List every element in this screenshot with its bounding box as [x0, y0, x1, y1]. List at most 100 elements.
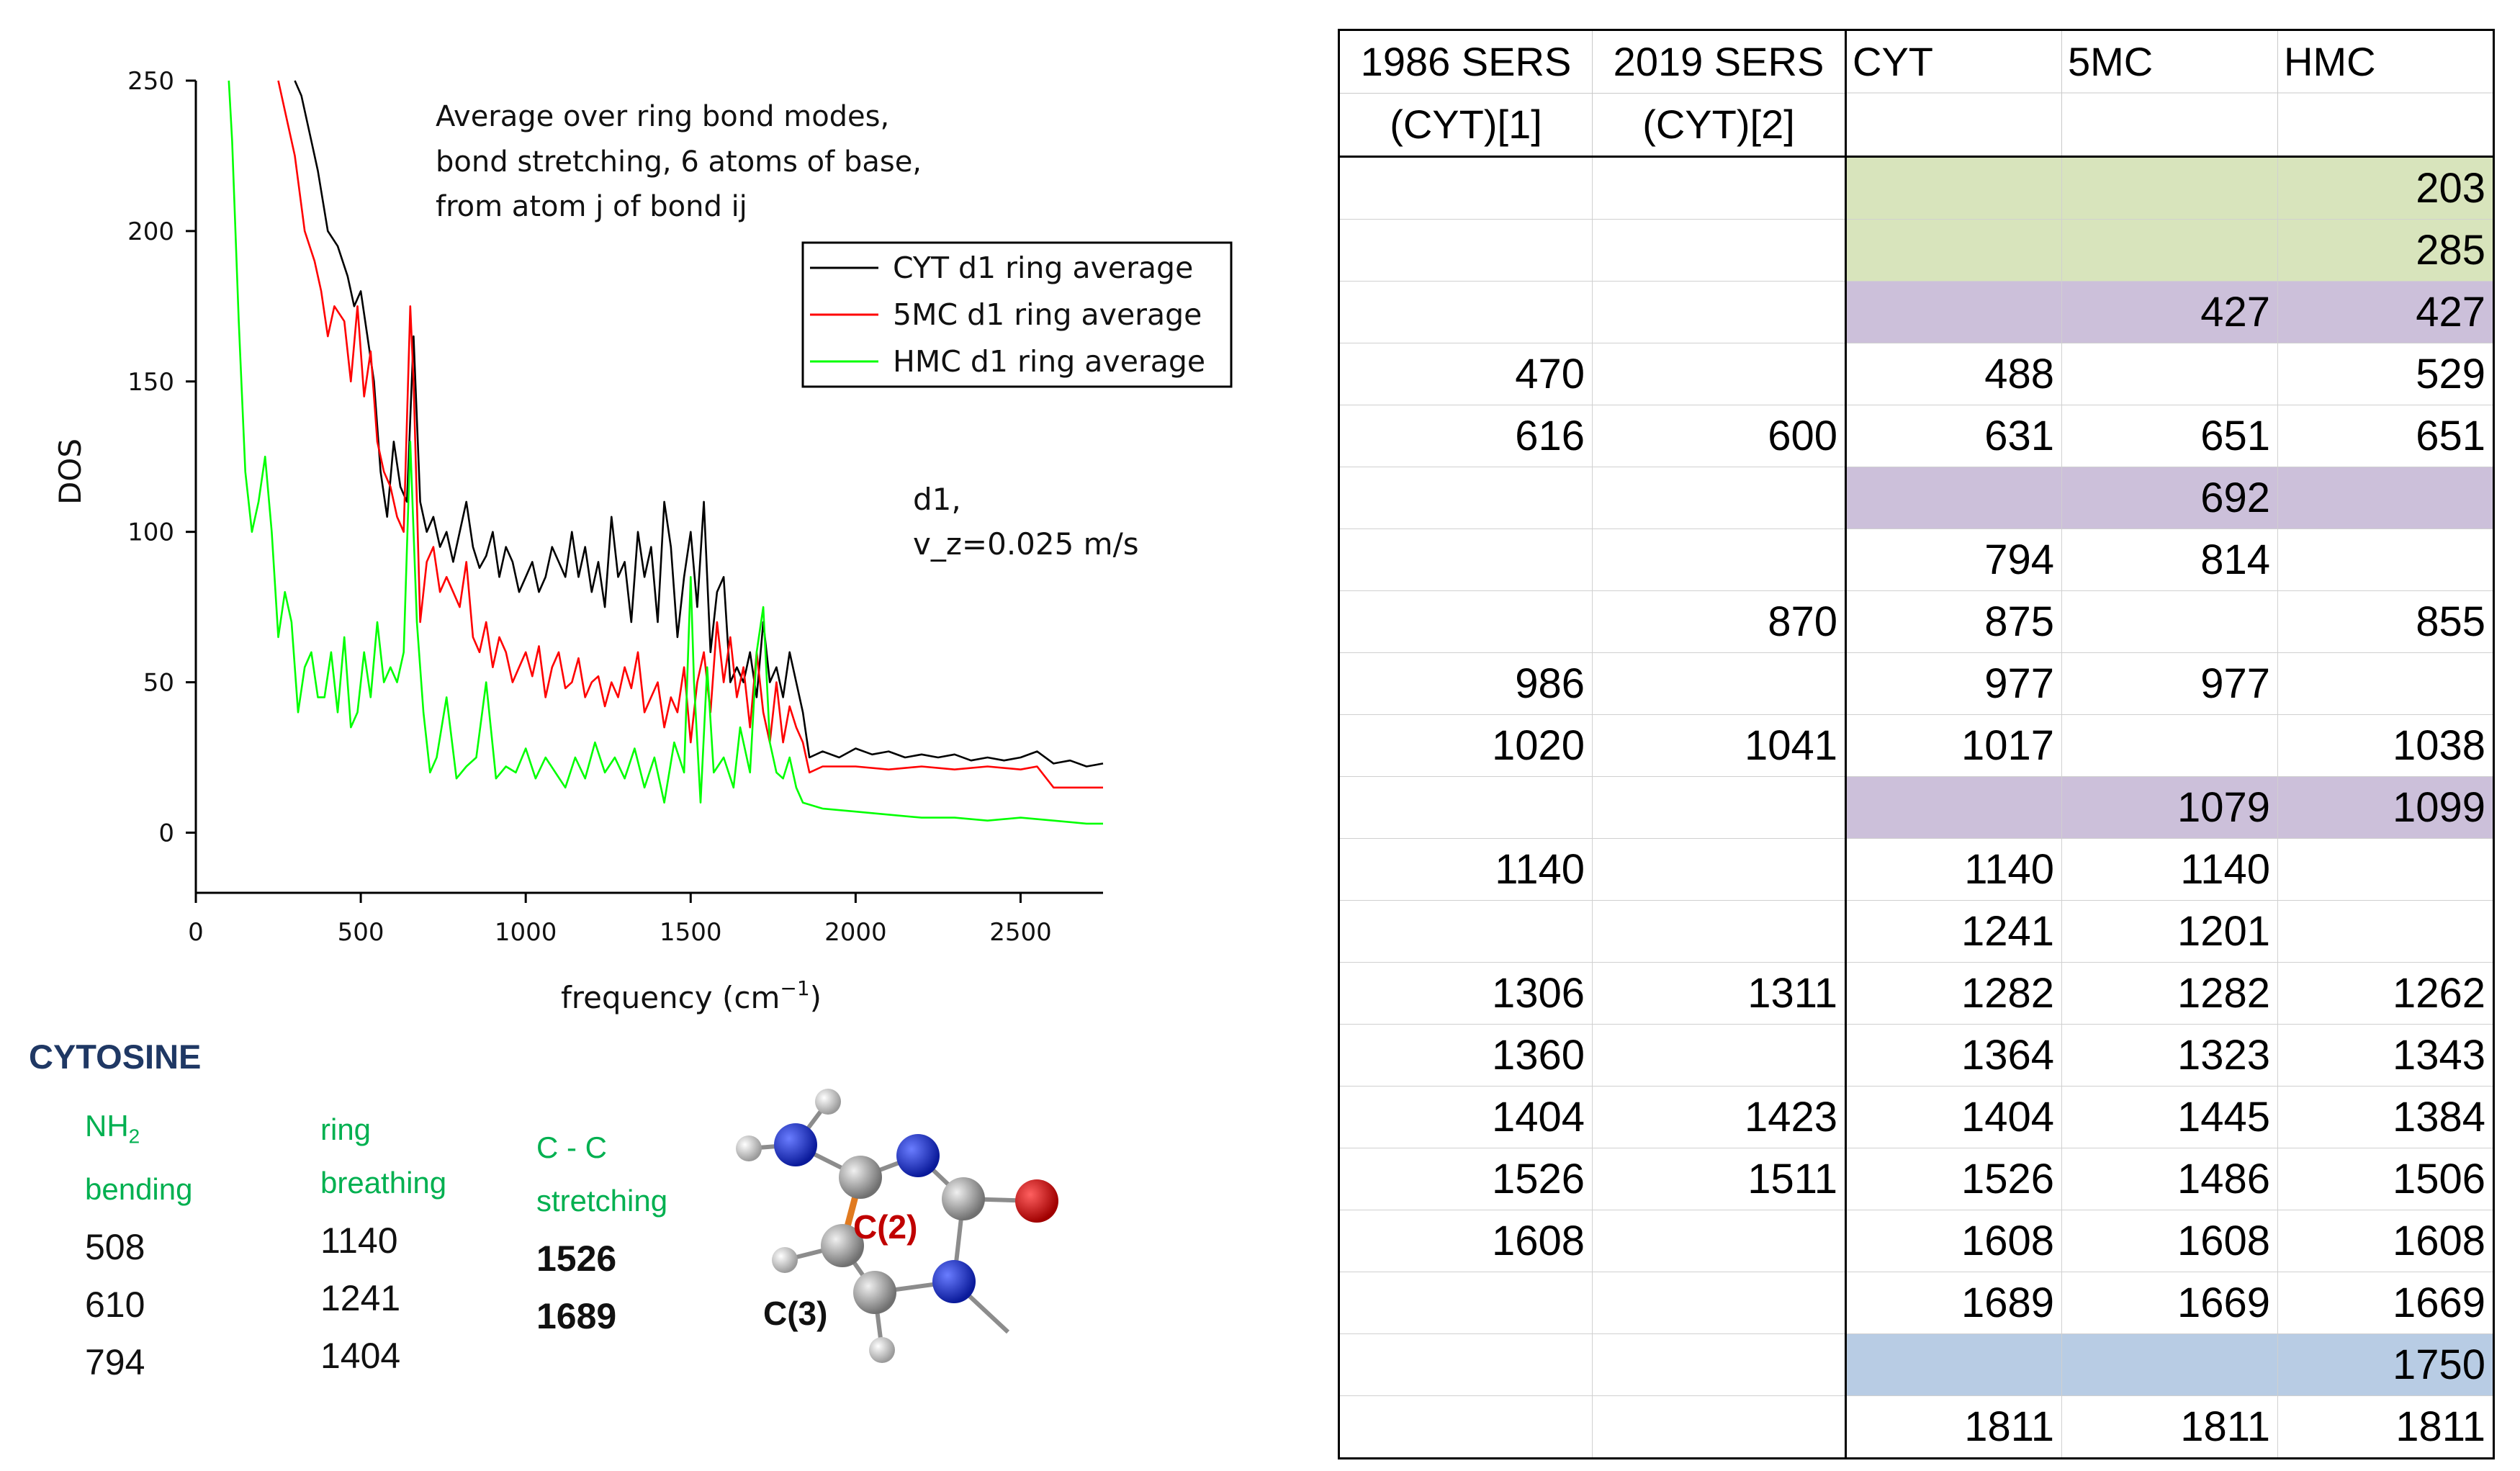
carbon-atom: [839, 1156, 882, 1199]
table-row: 1526 1511 1526 1486 1506: [1338, 1148, 2494, 1210]
cell-2019-sers: [1592, 1395, 1847, 1459]
header-line-1: 2019 SERS: [1593, 31, 1845, 94]
annotation-line-1: Average over ring bond modes,: [436, 100, 889, 133]
hydrogen-atom: [869, 1337, 895, 1363]
cell-hmc: 651: [2277, 405, 2494, 467]
cell-1986-sers: [1338, 776, 1593, 839]
cell-5mc: 977: [2061, 652, 2278, 715]
cell-cyt: 1241: [1845, 900, 2062, 963]
ring-breathing-column: ring breathing 1140 1241 1404: [320, 1105, 446, 1385]
cell-5mc: [2061, 1333, 2278, 1396]
cell-5mc: [2061, 219, 2278, 282]
cell-cyt: 1282: [1845, 962, 2062, 1025]
cell-cyt: 1608: [1845, 1210, 2062, 1272]
cell-hmc: 1811: [2277, 1395, 2494, 1459]
cell-cyt: [1845, 219, 2062, 282]
x-tick-label: 2500: [989, 918, 1052, 947]
x-axis-label-end: ): [810, 980, 822, 1015]
header-2019-sers: 2019 SERS (CYT)[2]: [1592, 30, 1847, 158]
table-header-row: 1986 SERS (CYT)[1] 2019 SERS (CYT)[2] CYT …: [1338, 30, 2494, 158]
table-row: 1811 1811 1811: [1338, 1395, 2494, 1459]
header-1986-sers: 1986 SERS (CYT)[1]: [1338, 30, 1593, 158]
cell-cyt: 977: [1845, 652, 2062, 715]
cell-hmc: 427: [2277, 281, 2494, 343]
chart-annotation: Average over ring bond modes, bond stret…: [436, 100, 922, 223]
cell-5mc: 1282: [2061, 962, 2278, 1025]
cc-label-line-1: C - C: [536, 1130, 607, 1164]
cell-5mc: 427: [2061, 281, 2278, 343]
cell-1986-sers: [1338, 1333, 1593, 1396]
cell-2019-sers: 600: [1592, 405, 1847, 467]
cell-hmc: 1506: [2277, 1148, 2494, 1210]
table-row: 870 875 855: [1338, 590, 2494, 653]
cell-5mc: 1079: [2061, 776, 2278, 839]
cell-hmc: 1608: [2277, 1210, 2494, 1272]
cell-2019-sers: 1311: [1592, 962, 1847, 1025]
cell-1986-sers: [1338, 900, 1593, 963]
series-line-hmc: [228, 80, 1103, 825]
nitrogen-atom: [896, 1134, 940, 1177]
cell-2019-sers: 1511: [1592, 1148, 1847, 1210]
cell-2019-sers: [1592, 467, 1847, 529]
cell-5mc: [2061, 343, 2278, 405]
cell-2019-sers: [1592, 652, 1847, 715]
cell-cyt: 1404: [1845, 1086, 2062, 1148]
cell-cyt: [1845, 281, 2062, 343]
table-row: 1306 1311 1282 1282 1262: [1338, 962, 2494, 1025]
cell-2019-sers: [1592, 1024, 1847, 1087]
hydrogen-atom: [772, 1247, 798, 1273]
table-row: 1750: [1338, 1333, 2494, 1396]
cell-1986-sers: [1338, 590, 1593, 653]
cell-cyt: [1845, 776, 2062, 839]
table-row: 285: [1338, 219, 2494, 282]
cell-hmc: 529: [2277, 343, 2494, 405]
cell-cyt: 1689: [1845, 1272, 2062, 1334]
nh2-value: 610: [85, 1285, 145, 1326]
cell-2019-sers: [1592, 900, 1847, 963]
cc-value: 1689: [536, 1296, 617, 1336]
cell-hmc: 1099: [2277, 776, 2494, 839]
cell-hmc: 1262: [2277, 962, 2494, 1025]
cell-1986-sers: 616: [1338, 405, 1593, 467]
cell-5mc: [2061, 714, 2278, 777]
x-tick-label: 1500: [660, 918, 722, 947]
legend-label-cyt: CYT d1 ring average: [893, 251, 1193, 285]
cell-cyt: 1364: [1845, 1024, 2062, 1087]
annotation-line-2: bond stretching, 6 atoms of base,: [436, 145, 922, 179]
cell-hmc: 285: [2277, 219, 2494, 282]
ring-value: 1404: [320, 1336, 401, 1376]
table-row: 616 600 631 651 651: [1338, 405, 2494, 467]
cell-hmc: 1384: [2277, 1086, 2494, 1148]
nh2-label-line-2: bending: [85, 1172, 193, 1207]
cell-cyt: 631: [1845, 405, 2062, 467]
cell-1986-sers: 986: [1338, 652, 1593, 715]
cell-1986-sers: 1306: [1338, 962, 1593, 1025]
header-5mc: 5MC: [2061, 30, 2278, 158]
nh2-label-sub: 2: [128, 1125, 140, 1148]
table-row: 1360 1364 1323 1343: [1338, 1024, 2494, 1087]
cc-stretching-column: C - C stretching 1526 1689: [536, 1123, 667, 1345]
cell-5mc: 1323: [2061, 1024, 2278, 1087]
atom-label-c3: C(3): [763, 1295, 827, 1332]
hydrogen-atom: [736, 1135, 762, 1161]
cell-cyt: 875: [1845, 590, 2062, 653]
cell-1986-sers: 1526: [1338, 1148, 1593, 1210]
cell-2019-sers: [1592, 1272, 1847, 1334]
cell-1986-sers: [1338, 528, 1593, 591]
cell-cyt: 1811: [1845, 1395, 2062, 1459]
cell-2019-sers: [1592, 1210, 1847, 1272]
cell-cyt: [1845, 156, 2062, 220]
cell-hmc: 1343: [2277, 1024, 2494, 1087]
nh2-bending-column: NH2 bending 508 610 794: [85, 1102, 192, 1391]
hydrogen-atom: [815, 1089, 841, 1115]
cell-5mc: 1140: [2061, 838, 2278, 901]
y-axis-label: DOS: [53, 438, 88, 505]
x-axis-label-sup: −1: [780, 976, 809, 1000]
y-tick-label: 0: [158, 819, 174, 847]
nh2-label-line-1: NH2: [85, 1102, 192, 1161]
header-cyt: CYT: [1845, 30, 2062, 158]
cell-cyt: 1140: [1845, 838, 2062, 901]
cell-cyt: [1845, 467, 2062, 529]
